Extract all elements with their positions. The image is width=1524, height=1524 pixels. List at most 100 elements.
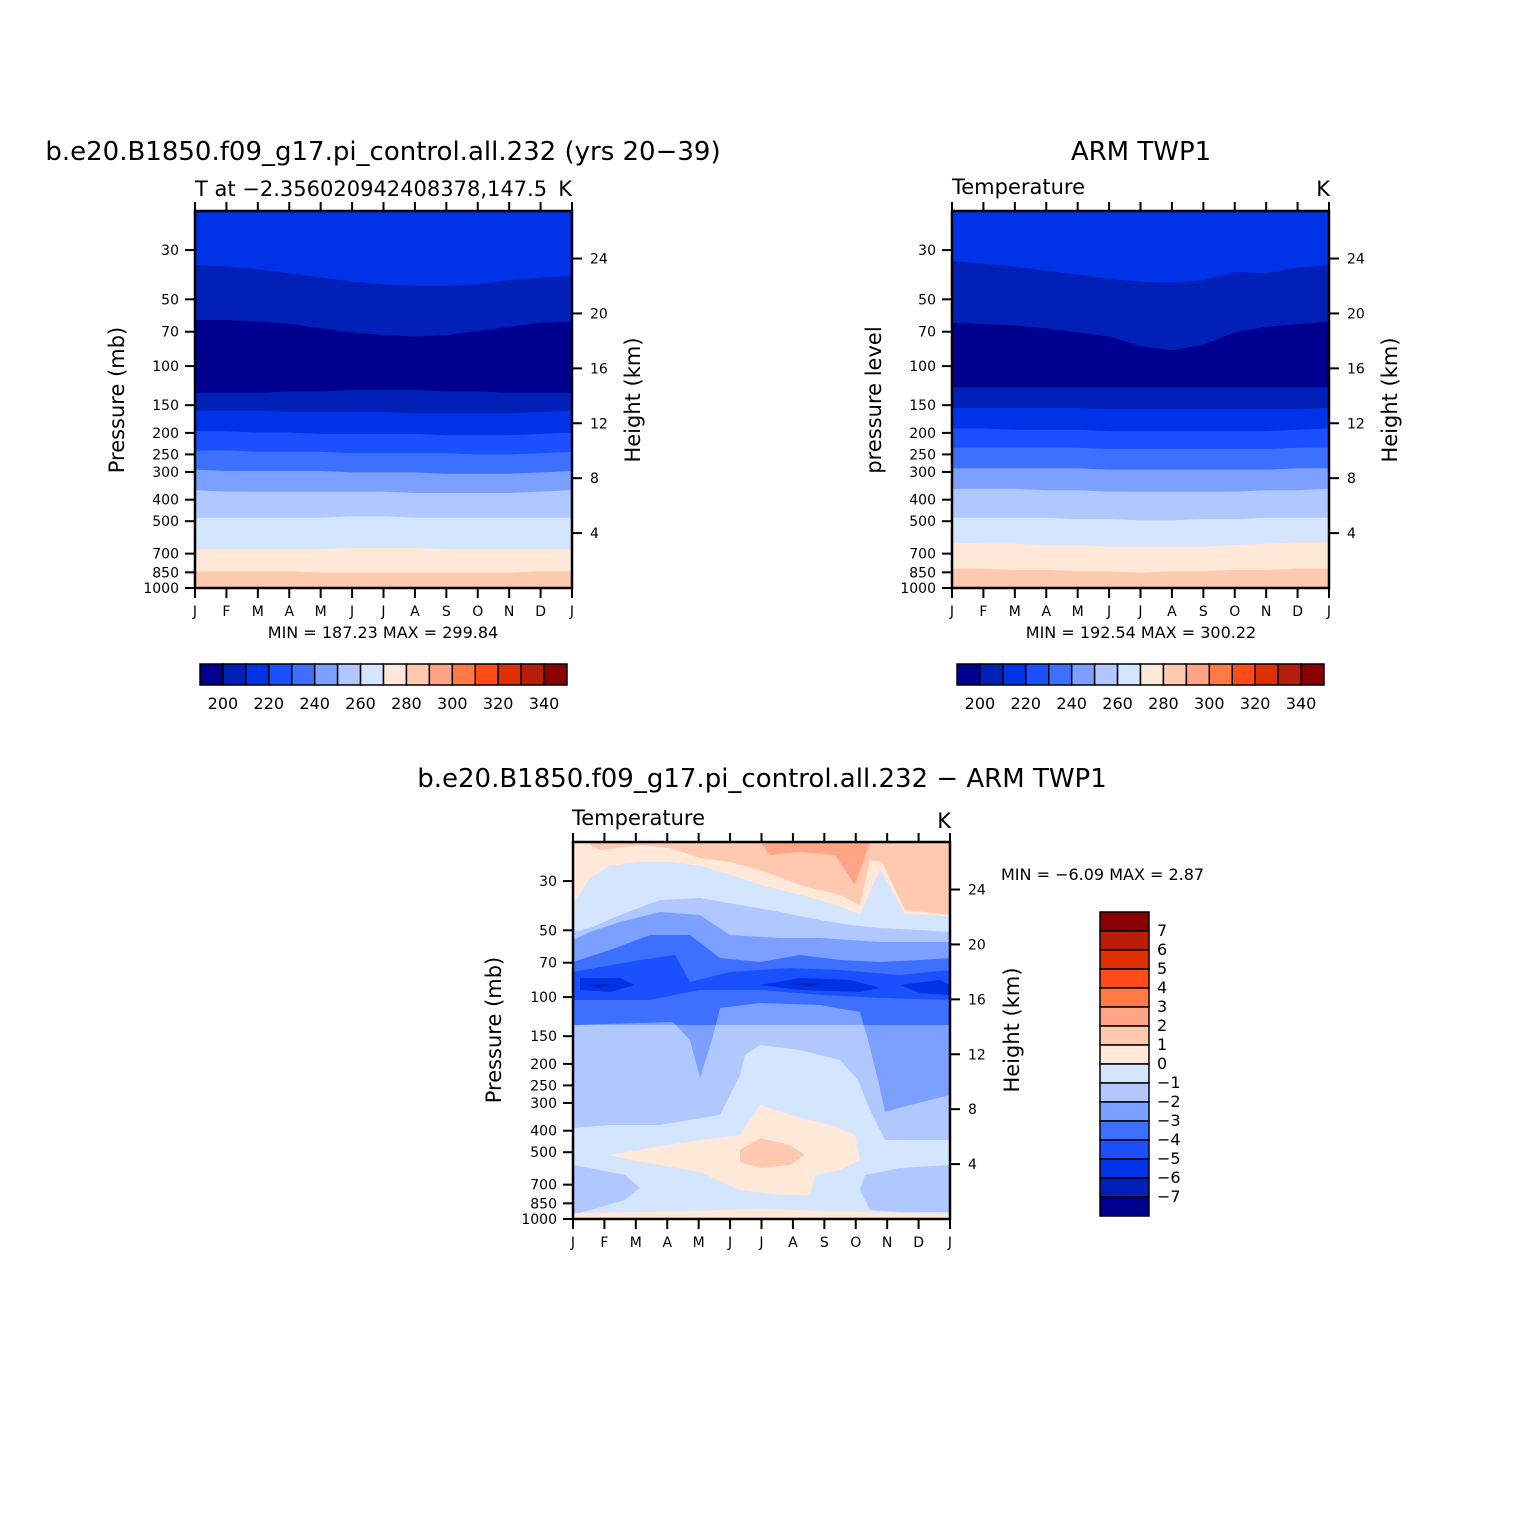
colorbar-box bbox=[1002, 663, 1027, 686]
y-tick-label: 400 bbox=[530, 1124, 557, 1140]
y-tick-label: 1000 bbox=[521, 1212, 557, 1228]
colorbar-box bbox=[1116, 663, 1142, 686]
y-tick-label: 100 bbox=[530, 990, 557, 1006]
x-tick-label: F bbox=[979, 604, 987, 620]
y-tick-label: 400 bbox=[152, 493, 179, 509]
y-tick-label: 70 bbox=[918, 325, 936, 341]
y-tick-right-label: 4 bbox=[1347, 526, 1356, 542]
panel-obs-subtitle: Temperature bbox=[951, 175, 1085, 199]
colorbar-label: 260 bbox=[1102, 694, 1133, 713]
x-tick-label: N bbox=[504, 604, 514, 620]
x-tick-label: D bbox=[535, 604, 546, 620]
panel-obs-colorbar: 200 220 240 260 280 300 320 340 bbox=[956, 663, 1325, 713]
x-tick-label: O bbox=[472, 604, 483, 620]
x-tick-label: A bbox=[410, 604, 420, 620]
y-tick-right-label: 12 bbox=[968, 1047, 986, 1063]
colorbar-label: 0 bbox=[1157, 1054, 1167, 1073]
x-tick-label: J bbox=[380, 604, 385, 620]
colorbar-label: −4 bbox=[1157, 1130, 1181, 1149]
x-tick-label: J bbox=[570, 1235, 575, 1251]
y-tick-right-label: 4 bbox=[590, 526, 599, 542]
contour-band bbox=[951, 488, 1330, 521]
colorbar-label: 300 bbox=[1194, 694, 1225, 713]
panel-obs-ylabel-right: Height (km) bbox=[1378, 337, 1402, 462]
y-tick-label: 50 bbox=[161, 292, 179, 308]
colorbar-label: 200 bbox=[208, 694, 239, 713]
y-tick-right-label: 24 bbox=[968, 883, 986, 899]
colorbar-label: 240 bbox=[1056, 694, 1087, 713]
y-tick-label: 300 bbox=[530, 1096, 557, 1112]
panel-diff-axes: J F M A M J J A S O N D J 30 50 70 100 150 200 250 300 400 500… bbox=[521, 833, 986, 1251]
x-tick-label: J bbox=[1106, 604, 1111, 620]
panel-diff-title: b.e20.B1850.f09_g17.pi_control.all.232 −… bbox=[417, 764, 1107, 794]
y-tick-right-label: 12 bbox=[1347, 416, 1365, 432]
colorbar-box bbox=[1099, 1063, 1150, 1084]
colorbar-label: −7 bbox=[1157, 1187, 1181, 1206]
y-tick-label: 500 bbox=[152, 514, 179, 530]
y-tick-right-label: 8 bbox=[1347, 471, 1356, 487]
panel-obs-title: ARM TWP1 bbox=[1071, 137, 1211, 167]
panel-obs: ARM TWP1 Temperature K J F M A M J J A S O N D J 30 50… bbox=[862, 137, 1402, 713]
panel-diff: b.e20.B1850.f09_g17.pi_control.all.232 −… bbox=[417, 764, 1204, 1251]
x-tick-label: M bbox=[693, 1235, 705, 1251]
colorbar-box bbox=[1099, 1101, 1150, 1122]
y-tick-label: 30 bbox=[918, 243, 936, 259]
panel-obs-ylabel: pressure level bbox=[862, 326, 886, 473]
colorbar-label: 320 bbox=[1240, 694, 1271, 713]
colorbar-box bbox=[1231, 663, 1256, 686]
y-tick-right-label: 4 bbox=[968, 1157, 977, 1173]
x-tick-label: M bbox=[1072, 604, 1084, 620]
colorbar-box bbox=[268, 663, 293, 686]
colorbar-box bbox=[1099, 968, 1150, 989]
contour-band bbox=[194, 410, 573, 436]
colorbar-label: 1 bbox=[1157, 1035, 1167, 1054]
panel-model: b.e20.B1850.f09_g17.pi_control.all.232 (… bbox=[45, 137, 720, 713]
panel-model-units: K bbox=[558, 177, 573, 201]
colorbar-box bbox=[1099, 930, 1150, 951]
x-tick-label: M bbox=[252, 604, 264, 620]
colorbar-box bbox=[405, 663, 431, 686]
y-tick-label: 150 bbox=[530, 1029, 557, 1045]
colorbar-label: 7 bbox=[1157, 921, 1167, 940]
colorbar-label: −6 bbox=[1157, 1168, 1181, 1187]
x-tick-label: O bbox=[1229, 604, 1240, 620]
colorbar-label: 340 bbox=[529, 694, 560, 713]
x-tick-label: F bbox=[600, 1235, 608, 1251]
colorbar-box bbox=[520, 663, 545, 686]
y-tick-right-label: 20 bbox=[1347, 306, 1365, 322]
y-tick-right-label: 16 bbox=[1347, 361, 1365, 377]
contour-band bbox=[194, 516, 573, 550]
x-tick-label: J bbox=[949, 604, 954, 620]
y-tick-label: 250 bbox=[152, 447, 179, 463]
contour-band bbox=[951, 387, 1330, 410]
x-tick-label: J bbox=[1137, 604, 1142, 620]
x-tick-label: J bbox=[1326, 604, 1331, 620]
colorbar-box bbox=[1099, 1120, 1150, 1141]
x-tick-label: J bbox=[349, 604, 354, 620]
x-tick-label: M bbox=[630, 1235, 642, 1251]
panel-model-minmax: MIN = 187.23 MAX = 299.84 bbox=[268, 623, 498, 642]
colorbar-box bbox=[291, 663, 316, 686]
x-tick-label: A bbox=[662, 1235, 672, 1251]
y-tick-label: 100 bbox=[152, 359, 179, 375]
x-tick-label: A bbox=[284, 604, 294, 620]
x-tick-label: S bbox=[442, 604, 451, 620]
colorbar-label: −1 bbox=[1157, 1073, 1181, 1092]
colorbar-label: −5 bbox=[1157, 1149, 1181, 1168]
colorbar-label: 280 bbox=[1148, 694, 1179, 713]
y-tick-right-label: 16 bbox=[590, 361, 608, 377]
colorbar-box bbox=[1099, 1025, 1150, 1046]
colorbar-box bbox=[199, 663, 224, 686]
colorbar-box bbox=[1162, 663, 1188, 686]
panel-obs-units: K bbox=[1316, 177, 1331, 201]
y-tick-right-label: 24 bbox=[590, 252, 608, 268]
x-tick-label: J bbox=[569, 604, 574, 620]
y-tick-right-label: 20 bbox=[968, 937, 986, 953]
colorbar-label: 220 bbox=[254, 694, 285, 713]
y-tick-label: 850 bbox=[530, 1196, 557, 1212]
y-tick-label: 1000 bbox=[143, 581, 179, 597]
colorbar-box bbox=[1099, 1177, 1150, 1198]
colorbar-box bbox=[245, 663, 270, 686]
colorbar-label: 220 bbox=[1011, 694, 1042, 713]
